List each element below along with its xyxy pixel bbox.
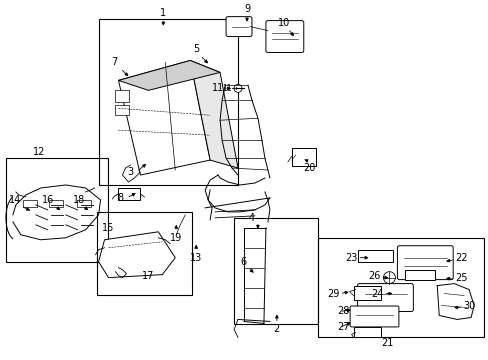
- Bar: [77, 200, 90, 207]
- Text: 25: 25: [454, 273, 467, 283]
- Bar: [115, 105, 129, 115]
- Text: 26: 26: [367, 271, 380, 281]
- Polygon shape: [118, 60, 220, 90]
- Bar: [357, 250, 393, 262]
- Bar: [353, 328, 381, 337]
- Bar: [99, 19, 238, 185]
- FancyBboxPatch shape: [397, 246, 452, 280]
- Text: 24: 24: [370, 289, 383, 298]
- Text: 7: 7: [111, 58, 118, 67]
- Text: 3: 3: [127, 167, 133, 177]
- Text: 23: 23: [345, 253, 357, 263]
- Text: 18: 18: [72, 195, 84, 205]
- Text: 21: 21: [381, 338, 393, 348]
- Text: 29: 29: [327, 289, 339, 298]
- FancyBboxPatch shape: [265, 21, 303, 53]
- Bar: [49, 200, 62, 207]
- Text: 6: 6: [240, 257, 245, 267]
- Bar: [317, 238, 483, 337]
- Text: 17: 17: [142, 271, 154, 281]
- Text: 11→: 11→: [222, 84, 238, 93]
- Text: 20: 20: [303, 163, 315, 173]
- Text: 9: 9: [244, 4, 249, 14]
- Text: 8: 8: [117, 193, 123, 203]
- Bar: [405, 270, 434, 280]
- Bar: [118, 188, 140, 200]
- FancyBboxPatch shape: [357, 284, 412, 311]
- Circle shape: [234, 84, 242, 92]
- Text: 16: 16: [41, 195, 54, 205]
- Polygon shape: [118, 60, 210, 175]
- Text: 11: 11: [211, 84, 224, 93]
- Text: 19: 19: [170, 233, 182, 243]
- Text: 2: 2: [273, 324, 280, 334]
- Text: 14: 14: [9, 195, 21, 205]
- Polygon shape: [99, 232, 175, 278]
- Text: 13: 13: [190, 253, 202, 263]
- Text: 22: 22: [454, 253, 467, 263]
- Text: 4: 4: [248, 213, 255, 223]
- Text: 27: 27: [337, 323, 349, 332]
- Text: 15: 15: [102, 223, 115, 233]
- Bar: [6, 158, 107, 262]
- Bar: [23, 200, 37, 207]
- Bar: [291, 148, 315, 166]
- Bar: [115, 90, 129, 102]
- Text: 1: 1: [160, 8, 166, 18]
- Text: 12: 12: [33, 147, 45, 157]
- Text: 28: 28: [337, 306, 349, 316]
- FancyBboxPatch shape: [225, 17, 251, 37]
- Polygon shape: [190, 60, 238, 168]
- Bar: [234, 218, 317, 324]
- Bar: [353, 285, 381, 300]
- FancyBboxPatch shape: [349, 306, 398, 327]
- Bar: [96, 212, 192, 294]
- Circle shape: [383, 272, 395, 284]
- Text: 10: 10: [277, 18, 289, 28]
- Text: 5: 5: [193, 44, 199, 54]
- Text: 30: 30: [462, 301, 474, 311]
